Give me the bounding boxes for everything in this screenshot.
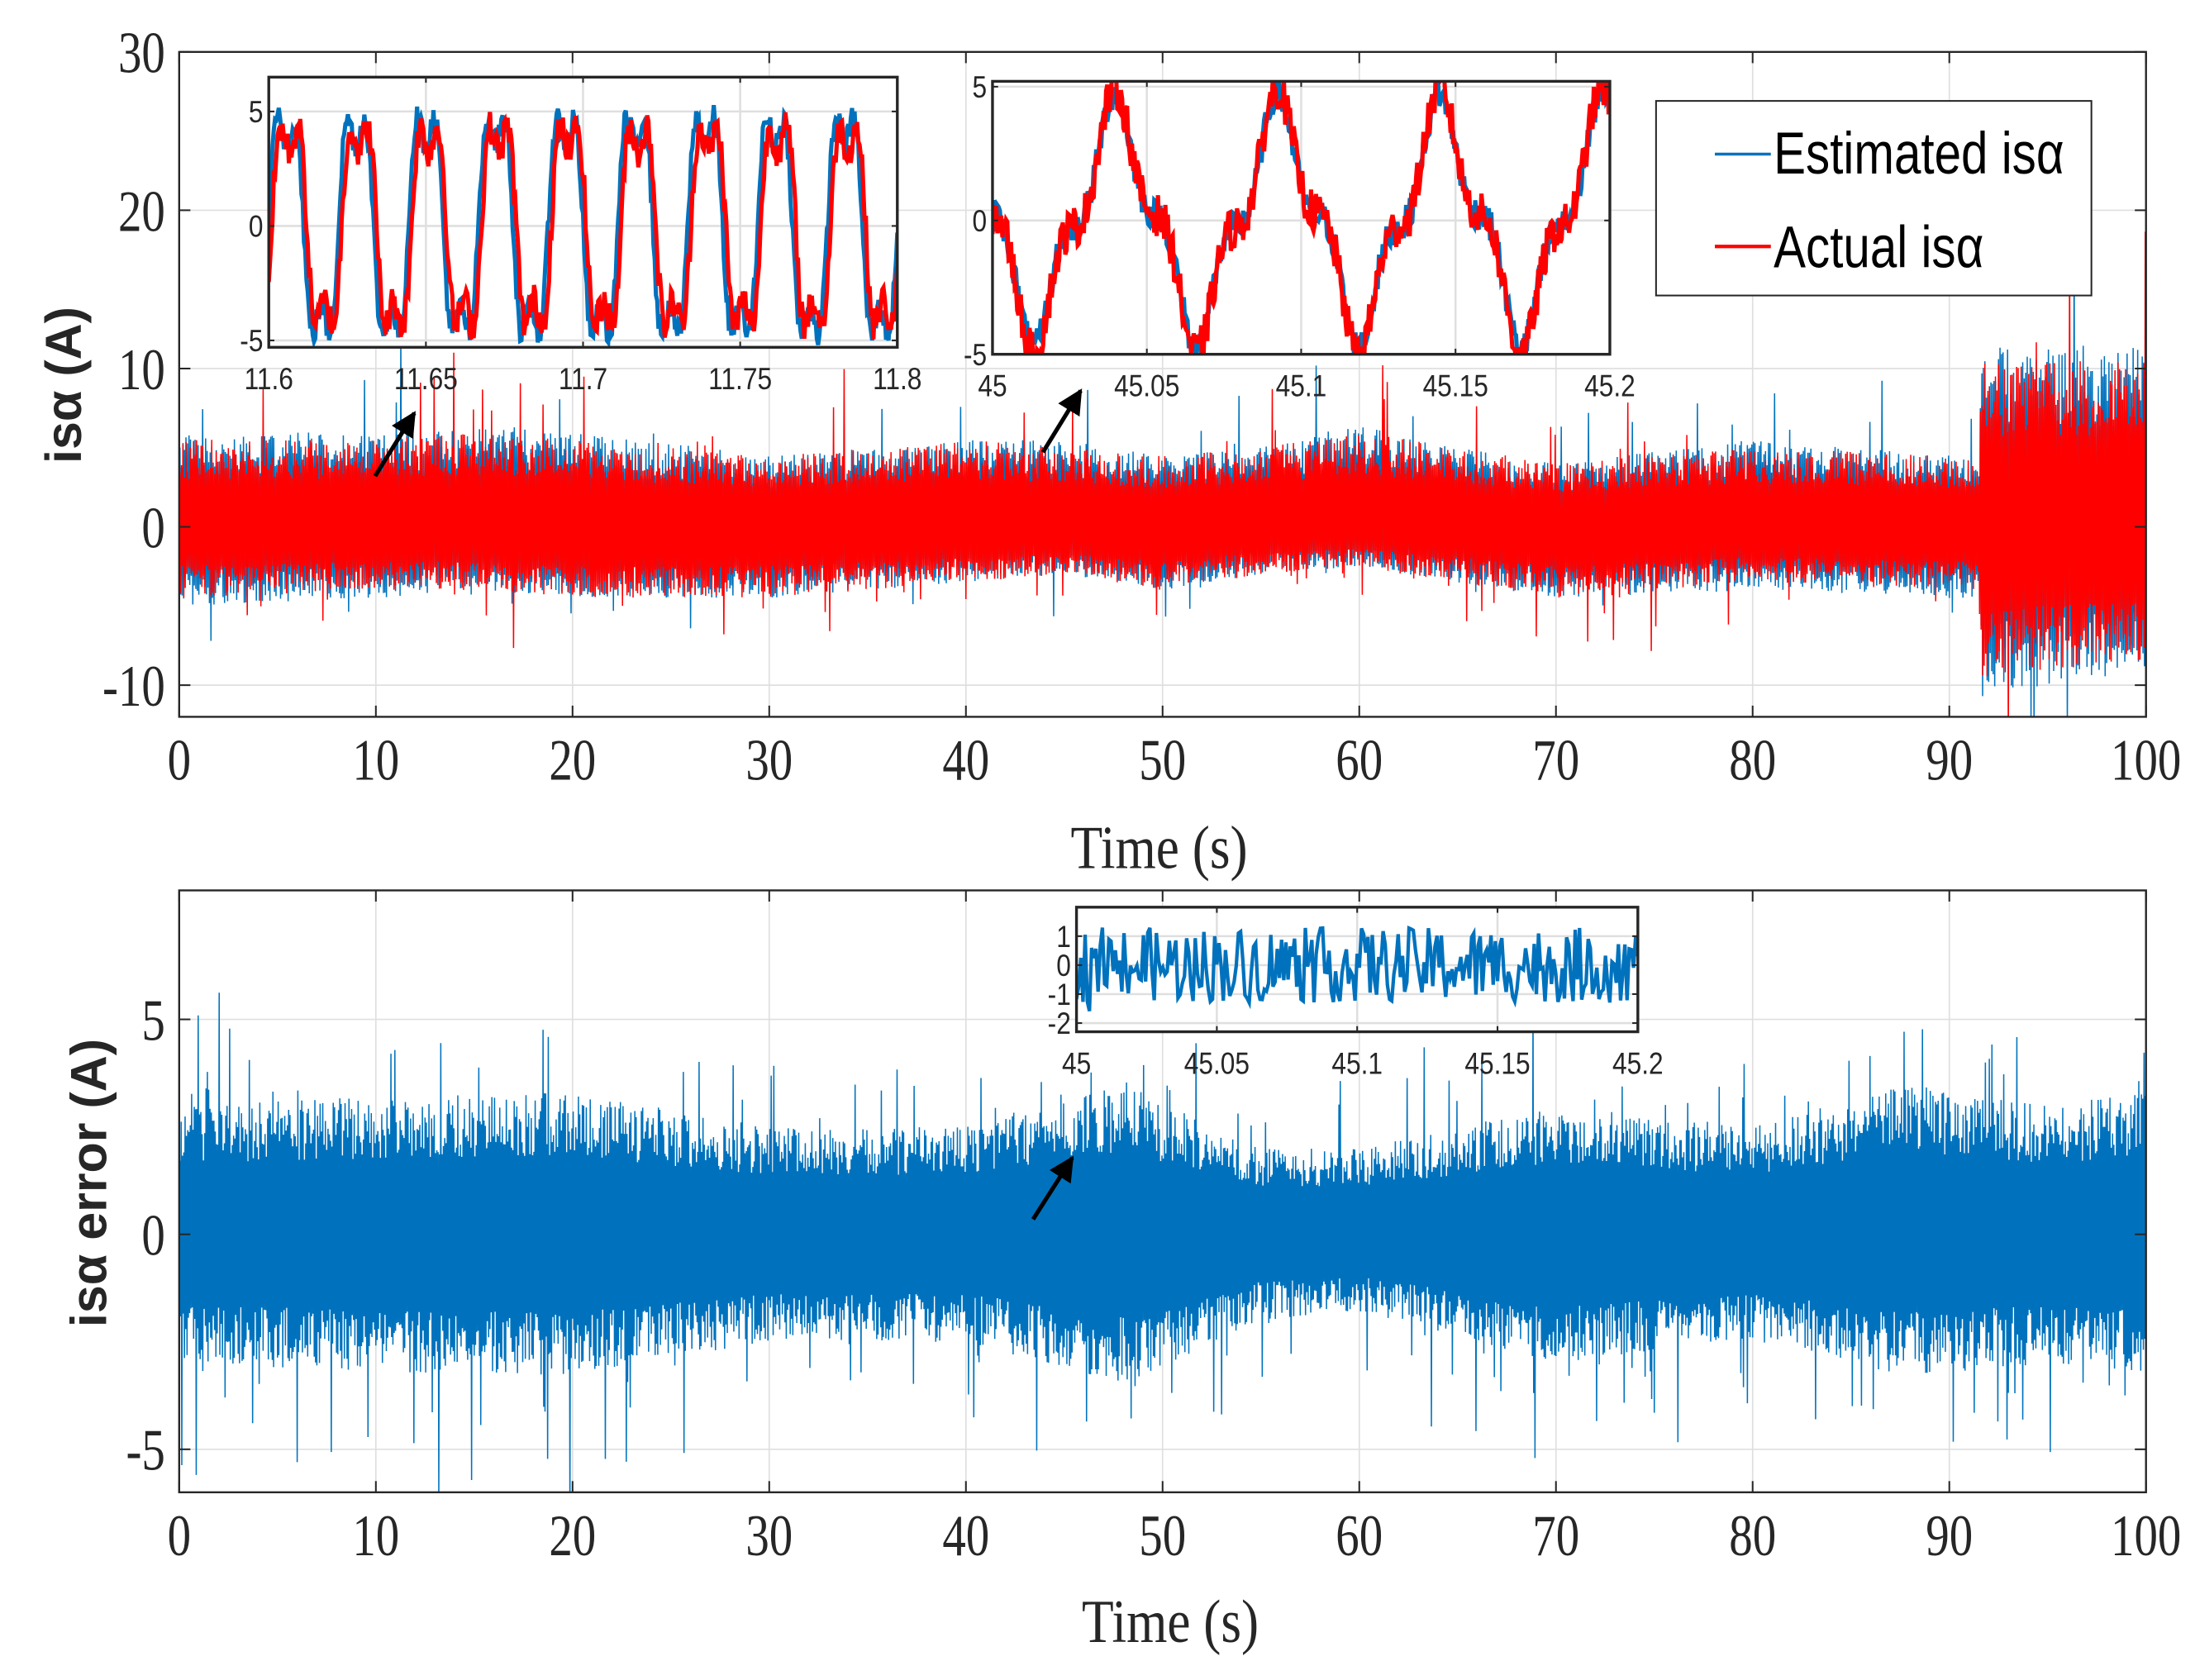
bottom-axes-x-tick-label: 0	[168, 1503, 191, 1568]
inset-1-x-tick-label: 11.7	[559, 363, 607, 397]
inset-2-y-tick-label: -5	[964, 338, 987, 372]
inset-3-y-tick-label: 0	[1056, 949, 1071, 983]
inset-2-y-tick-label: 5	[973, 71, 988, 105]
top-axes-x-tick-label: 90	[1926, 728, 1973, 792]
legend-label-actual: Actual isα	[1774, 214, 1983, 280]
top-axes-y-tick-label: 0	[141, 496, 164, 560]
inset-1-x-tick-label: 11.75	[708, 363, 772, 397]
top-axes-x-tick-label: 20	[549, 728, 596, 792]
inset-3-error-line	[1076, 925, 1638, 1012]
bottom-axes-x-tick-label: 20	[549, 1503, 596, 1568]
top-axes-x-tick-label: 10	[352, 728, 399, 792]
inset-3-x-tick-label: 45.1	[1331, 1047, 1383, 1081]
bottom-x-axis-label: Time (s)	[1082, 1587, 1259, 1655]
bottom-axes-y-tick-label: -5	[126, 1418, 164, 1482]
inset-3-x-tick-label: 45.2	[1612, 1047, 1664, 1081]
annotation-arrows	[373, 388, 1083, 1221]
inset-2-actual-line	[992, 81, 1610, 355]
inset-2: 45 45.05 45.1 45.15 45.2 -5 0 5	[964, 71, 1636, 404]
series-error-line	[179, 992, 2146, 1492]
bottom-axes-x-tick-label: 70	[1532, 1503, 1579, 1568]
inset-1: 11.6 11.65 11.7 11.75 11.8 -5 0 5	[240, 75, 921, 397]
inset-2-x-tick-label: 45	[978, 369, 1007, 403]
series-actual-line	[179, 231, 2146, 717]
arrow-to-inset-3	[1031, 1155, 1074, 1221]
top-axes-x-tick-label: 80	[1729, 728, 1776, 792]
inset-1-y-tick-label: 5	[249, 96, 264, 130]
inset-2-x-tick-label: 45.2	[1584, 369, 1636, 403]
top-axes-y-tick-label: 30	[118, 21, 165, 85]
inset-1-y-tick-label: -5	[240, 325, 263, 359]
bottom-axes-y-tick-label: 0	[141, 1203, 164, 1268]
top-axes-x-tick-label: 60	[1336, 728, 1383, 792]
inset-3-y-tick-label: -1	[1048, 978, 1071, 1012]
inset-1-y-tick-label: 0	[249, 210, 264, 244]
top-x-axis-label: Time (s)	[1070, 813, 1247, 882]
top-y-axis-label: isα (A)	[36, 307, 92, 464]
inset-2-x-tick-label: 45.05	[1114, 369, 1179, 403]
bottom-axes-x-tick-label: 60	[1336, 1503, 1383, 1568]
bottom-axes-x-tick-label: 40	[942, 1503, 989, 1568]
inset-3: 45 45.05 45.1 45.15 45.2 -2-101	[1048, 906, 1664, 1081]
top-axes-y-tick-label: 20	[118, 178, 165, 243]
inset-1-x-tick-label: 11.6	[245, 363, 293, 397]
bottom-axes-x-tick-label: 100	[2111, 1503, 2181, 1568]
bottom-y-axis-label: isα error (A)	[61, 1039, 117, 1327]
inset-1-estimated-line	[269, 105, 898, 348]
inset-3-x-tick-label: 45.05	[1184, 1047, 1250, 1081]
arrow-to-inset-1	[373, 411, 417, 478]
top-axes-x-tick-label: 100	[2111, 728, 2181, 792]
inset-3-x-tick-label: 45	[1062, 1047, 1091, 1081]
bottom-axes-x-tick-label: 80	[1729, 1503, 1776, 1568]
top-axes-x-tick-label: 0	[168, 728, 191, 792]
bottom-axes-x-tick-label: 10	[352, 1503, 399, 1568]
inset-2-y-tick-label: 0	[973, 205, 988, 239]
inset-1-x-tick-label: 11.8	[873, 363, 921, 397]
inset-2-plot-area	[992, 81, 1610, 355]
bottom-axes-x-tick-label: 90	[1926, 1503, 1973, 1568]
inset-3-y-tick-label: -2	[1048, 1007, 1071, 1041]
legend: Estimated isα Actual isα	[1655, 100, 2093, 297]
top-axes-x-tick-label: 30	[745, 728, 793, 792]
inset-1-plot-area	[269, 105, 898, 348]
inset-3-y-tick-label: 1	[1056, 921, 1071, 954]
bottom-axes-x-tick-label: 30	[745, 1503, 793, 1568]
arrow-to-inset-2	[1040, 388, 1083, 454]
top-axes-y-tick-label: 10	[118, 337, 165, 402]
inset-1-actual-line	[269, 112, 898, 340]
bottom-axes-plot-area	[179, 992, 2146, 1492]
top-axes-x-tick-label: 50	[1139, 728, 1186, 792]
inset-2-x-tick-label: 45.1	[1276, 369, 1327, 403]
inset-1-x-tick-label: 11.65	[394, 363, 458, 397]
top-axes-x-tick-label: 40	[942, 728, 989, 792]
top-axes-y-tick-label: -10	[102, 654, 165, 718]
inset-2-x-tick-label: 45.15	[1423, 369, 1488, 403]
top-axes-x-tick-label: 70	[1532, 728, 1579, 792]
bottom-axes-y-tick-label: 5	[141, 988, 164, 1053]
inset-3-x-tick-label: 45.15	[1464, 1047, 1530, 1081]
bottom-axes-x-tick-label: 50	[1139, 1503, 1186, 1568]
inset-3-plot-area	[1076, 925, 1638, 1012]
legend-label-estimated: Estimated isα	[1774, 121, 2064, 187]
